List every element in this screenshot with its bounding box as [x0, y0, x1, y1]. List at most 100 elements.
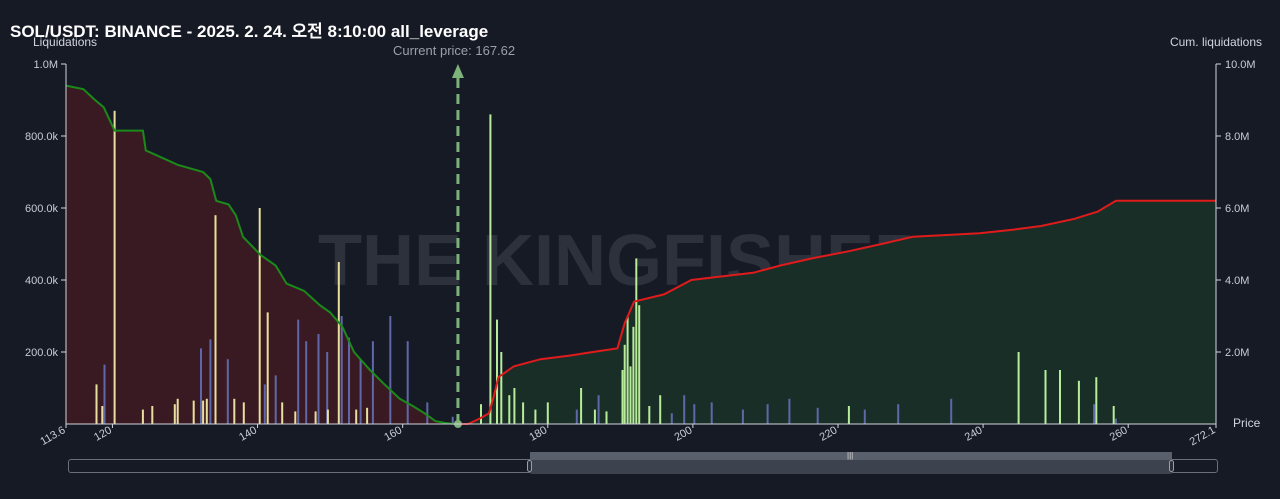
liquidation-bar-yellow: [202, 400, 205, 424]
liquidation-bar-green: [635, 258, 638, 424]
liquidation-bar-green: [534, 409, 537, 424]
left-tick-label: 1.0M: [34, 59, 58, 71]
x-tick-label: 113.6: [38, 424, 67, 448]
x-tick-label: 120: [92, 424, 114, 444]
current-price-arrow-icon: [451, 64, 464, 78]
x-tick-label: 260: [1108, 424, 1130, 444]
liquidation-bar-blue: [683, 395, 686, 424]
liquidation-bar-blue: [1114, 418, 1117, 424]
left-axis-label: Liquidations: [33, 35, 98, 49]
liquidation-bar-green: [1059, 370, 1061, 424]
range-selector-bar[interactable]: [530, 452, 1172, 460]
liquidation-bar-yellow: [95, 384, 98, 424]
liquidation-bar-yellow: [281, 402, 284, 424]
liquidation-bar-blue: [693, 404, 696, 424]
right-tick-label: 8.0M: [1225, 131, 1249, 143]
chart-title: SOL/USDT: BINANCE - 2025. 2. 24. 오전 8:10…: [10, 22, 489, 41]
liquidation-bar-green: [659, 395, 662, 424]
right-tick-label: 6.0M: [1225, 203, 1249, 215]
liquidation-bar-blue: [788, 398, 791, 424]
liquidation-bar-green: [593, 409, 596, 424]
liquidation-bar-blue: [710, 402, 713, 424]
liquidation-bar-green: [632, 326, 635, 424]
liquidation-bar-green: [580, 388, 583, 424]
range-handle-right[interactable]: [1169, 460, 1174, 472]
x-tick-label: 140: [237, 424, 259, 444]
liquidation-bar-yellow: [205, 398, 208, 424]
liquidation-bar-green: [489, 114, 492, 425]
liquidation-bar-blue: [326, 352, 329, 424]
x-tick-label: 220: [818, 424, 840, 444]
x-axis-label: Price: [1233, 416, 1261, 430]
liquidation-bar-green: [626, 316, 629, 424]
liquidation-bar-green: [1017, 352, 1020, 424]
liquidation-bar-blue: [863, 409, 866, 424]
liquidation-bar-green: [638, 305, 641, 424]
liquidation-bar-yellow: [337, 262, 340, 424]
liquidation-bar-blue: [274, 375, 277, 424]
liquidation-bar-blue: [597, 395, 600, 424]
liquidation-bar-blue: [263, 384, 266, 424]
liquidation-bar-green: [508, 395, 511, 424]
range-handle-left[interactable]: [527, 460, 532, 472]
current-price-label: Current price: 167.62: [393, 43, 516, 58]
liquidation-bar-yellow: [326, 409, 329, 424]
short-cumulative-line: [65, 84, 455, 425]
liquidation-bar-blue: [200, 348, 202, 424]
liquidation-bar-blue: [741, 409, 744, 424]
liquidation-bar-green: [513, 388, 516, 424]
liquidation-bar-blue: [340, 316, 343, 424]
liquidation-bar-green: [546, 402, 549, 424]
grip-icon[interactable]: |||: [847, 451, 854, 460]
liquidation-bar-blue: [389, 316, 392, 424]
liquidation-bar-green: [623, 344, 626, 424]
liquidation-bar-yellow: [258, 208, 261, 424]
liquidation-bar-yellow: [173, 404, 176, 424]
liquidation-bar-blue: [209, 339, 212, 424]
long-cumulative-line: [457, 199, 1216, 425]
liquidation-bar-blue: [575, 409, 578, 424]
liquidation-bar-yellow: [355, 409, 358, 424]
liquidation-bar-blue: [359, 359, 362, 424]
left-tick-label: 400.0k: [25, 275, 59, 287]
liquidation-bar-blue: [897, 404, 900, 424]
liquidation-bar-blue: [426, 402, 429, 424]
x-tick-label: 160: [382, 424, 404, 444]
long-cumulative-area: [457, 200, 1216, 424]
left-tick-label: 800.0k: [25, 131, 59, 143]
liquidation-bar-blue: [451, 416, 454, 424]
liquidation-bar-yellow: [151, 406, 154, 424]
liquidation-bar-blue: [950, 398, 953, 424]
liquidation-bar-blue: [297, 319, 300, 424]
liquidation-bar-green: [496, 319, 498, 424]
right-tick-label: 4.0M: [1225, 275, 1249, 287]
liquidation-bar-blue: [816, 407, 819, 424]
liquidation-bar-yellow: [176, 398, 179, 424]
liquidation-bar-blue: [348, 337, 350, 424]
liquidation-bar-yellow: [113, 110, 116, 425]
x-tick-label: 240: [963, 424, 985, 444]
liquidation-bar-yellow: [314, 411, 317, 424]
liquidation-bar-blue: [305, 341, 308, 424]
liquidation-bar-green: [621, 370, 624, 424]
liquidation-bar-blue: [317, 334, 320, 424]
liquidation-bar-blue: [1093, 404, 1096, 424]
left-tick-label: 600.0k: [25, 203, 59, 215]
liquidation-bar-green: [1044, 370, 1047, 424]
liquidation-bar-green: [480, 404, 482, 424]
liquidation-bar-blue: [766, 404, 769, 424]
left-tick-label: 200.0k: [25, 347, 59, 359]
liquidation-bar-green: [1077, 380, 1080, 424]
liquidation-bar-green: [605, 411, 608, 424]
x-tick-label: 272.1: [1188, 424, 1218, 448]
liquidation-bar-yellow: [214, 215, 217, 424]
liquidation-bar-yellow: [233, 398, 236, 424]
liquidation-bar-blue: [670, 413, 673, 424]
liquidation-bar-green: [522, 402, 525, 424]
liquidation-bar-yellow: [242, 402, 245, 424]
liquidation-bar-yellow: [266, 312, 269, 424]
liquidation-bar-blue: [406, 341, 409, 424]
liquidation-bar-yellow: [192, 400, 195, 424]
liquidation-bar-green: [629, 366, 632, 424]
